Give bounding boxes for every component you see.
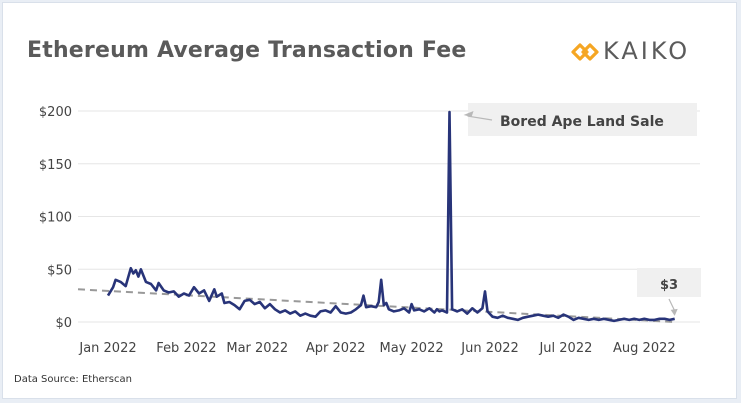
annotation-label: Bored Ape Land Sale bbox=[500, 114, 664, 130]
x-tick-label: May 2022 bbox=[380, 341, 444, 356]
y-tick-label: $0 bbox=[55, 316, 72, 331]
annotation-box bbox=[637, 268, 701, 297]
annotation-box bbox=[468, 103, 697, 136]
x-tick-label: Jul 2022 bbox=[538, 341, 592, 356]
x-tick-label: Jun 2022 bbox=[460, 341, 519, 356]
x-tick-label: Mar 2022 bbox=[226, 341, 288, 356]
logo-wordmark: KAIKO bbox=[603, 37, 691, 65]
y-tick-label: $100 bbox=[39, 211, 72, 226]
annotation-label: $3 bbox=[660, 278, 678, 293]
x-tick-label: Feb 2022 bbox=[156, 341, 216, 356]
line-chart: $0 $50 $100 $150 $200 Jan 2022 Feb 2022 Mar 202… bbox=[39, 103, 701, 356]
data-source-note: Data Source: Etherscan bbox=[14, 374, 132, 385]
x-tick-label: Aug 2022 bbox=[613, 341, 676, 356]
chart-title: Ethereum Average Transaction Fee bbox=[27, 38, 467, 63]
y-tick-label: $50 bbox=[47, 263, 72, 278]
x-tick-label: Jan 2022 bbox=[78, 341, 136, 356]
y-tick-label: $150 bbox=[39, 158, 72, 173]
kaiko-logo-icon bbox=[571, 43, 599, 61]
x-tick-label: Apr 2022 bbox=[306, 341, 366, 356]
annotation-arrowhead bbox=[670, 308, 678, 316]
annotation-arrowhead bbox=[463, 111, 474, 118]
annotation-leader bbox=[668, 298, 676, 312]
chart-card bbox=[2, 2, 737, 399]
series-line bbox=[106, 110, 675, 323]
y-tick-label: $200 bbox=[39, 105, 72, 120]
